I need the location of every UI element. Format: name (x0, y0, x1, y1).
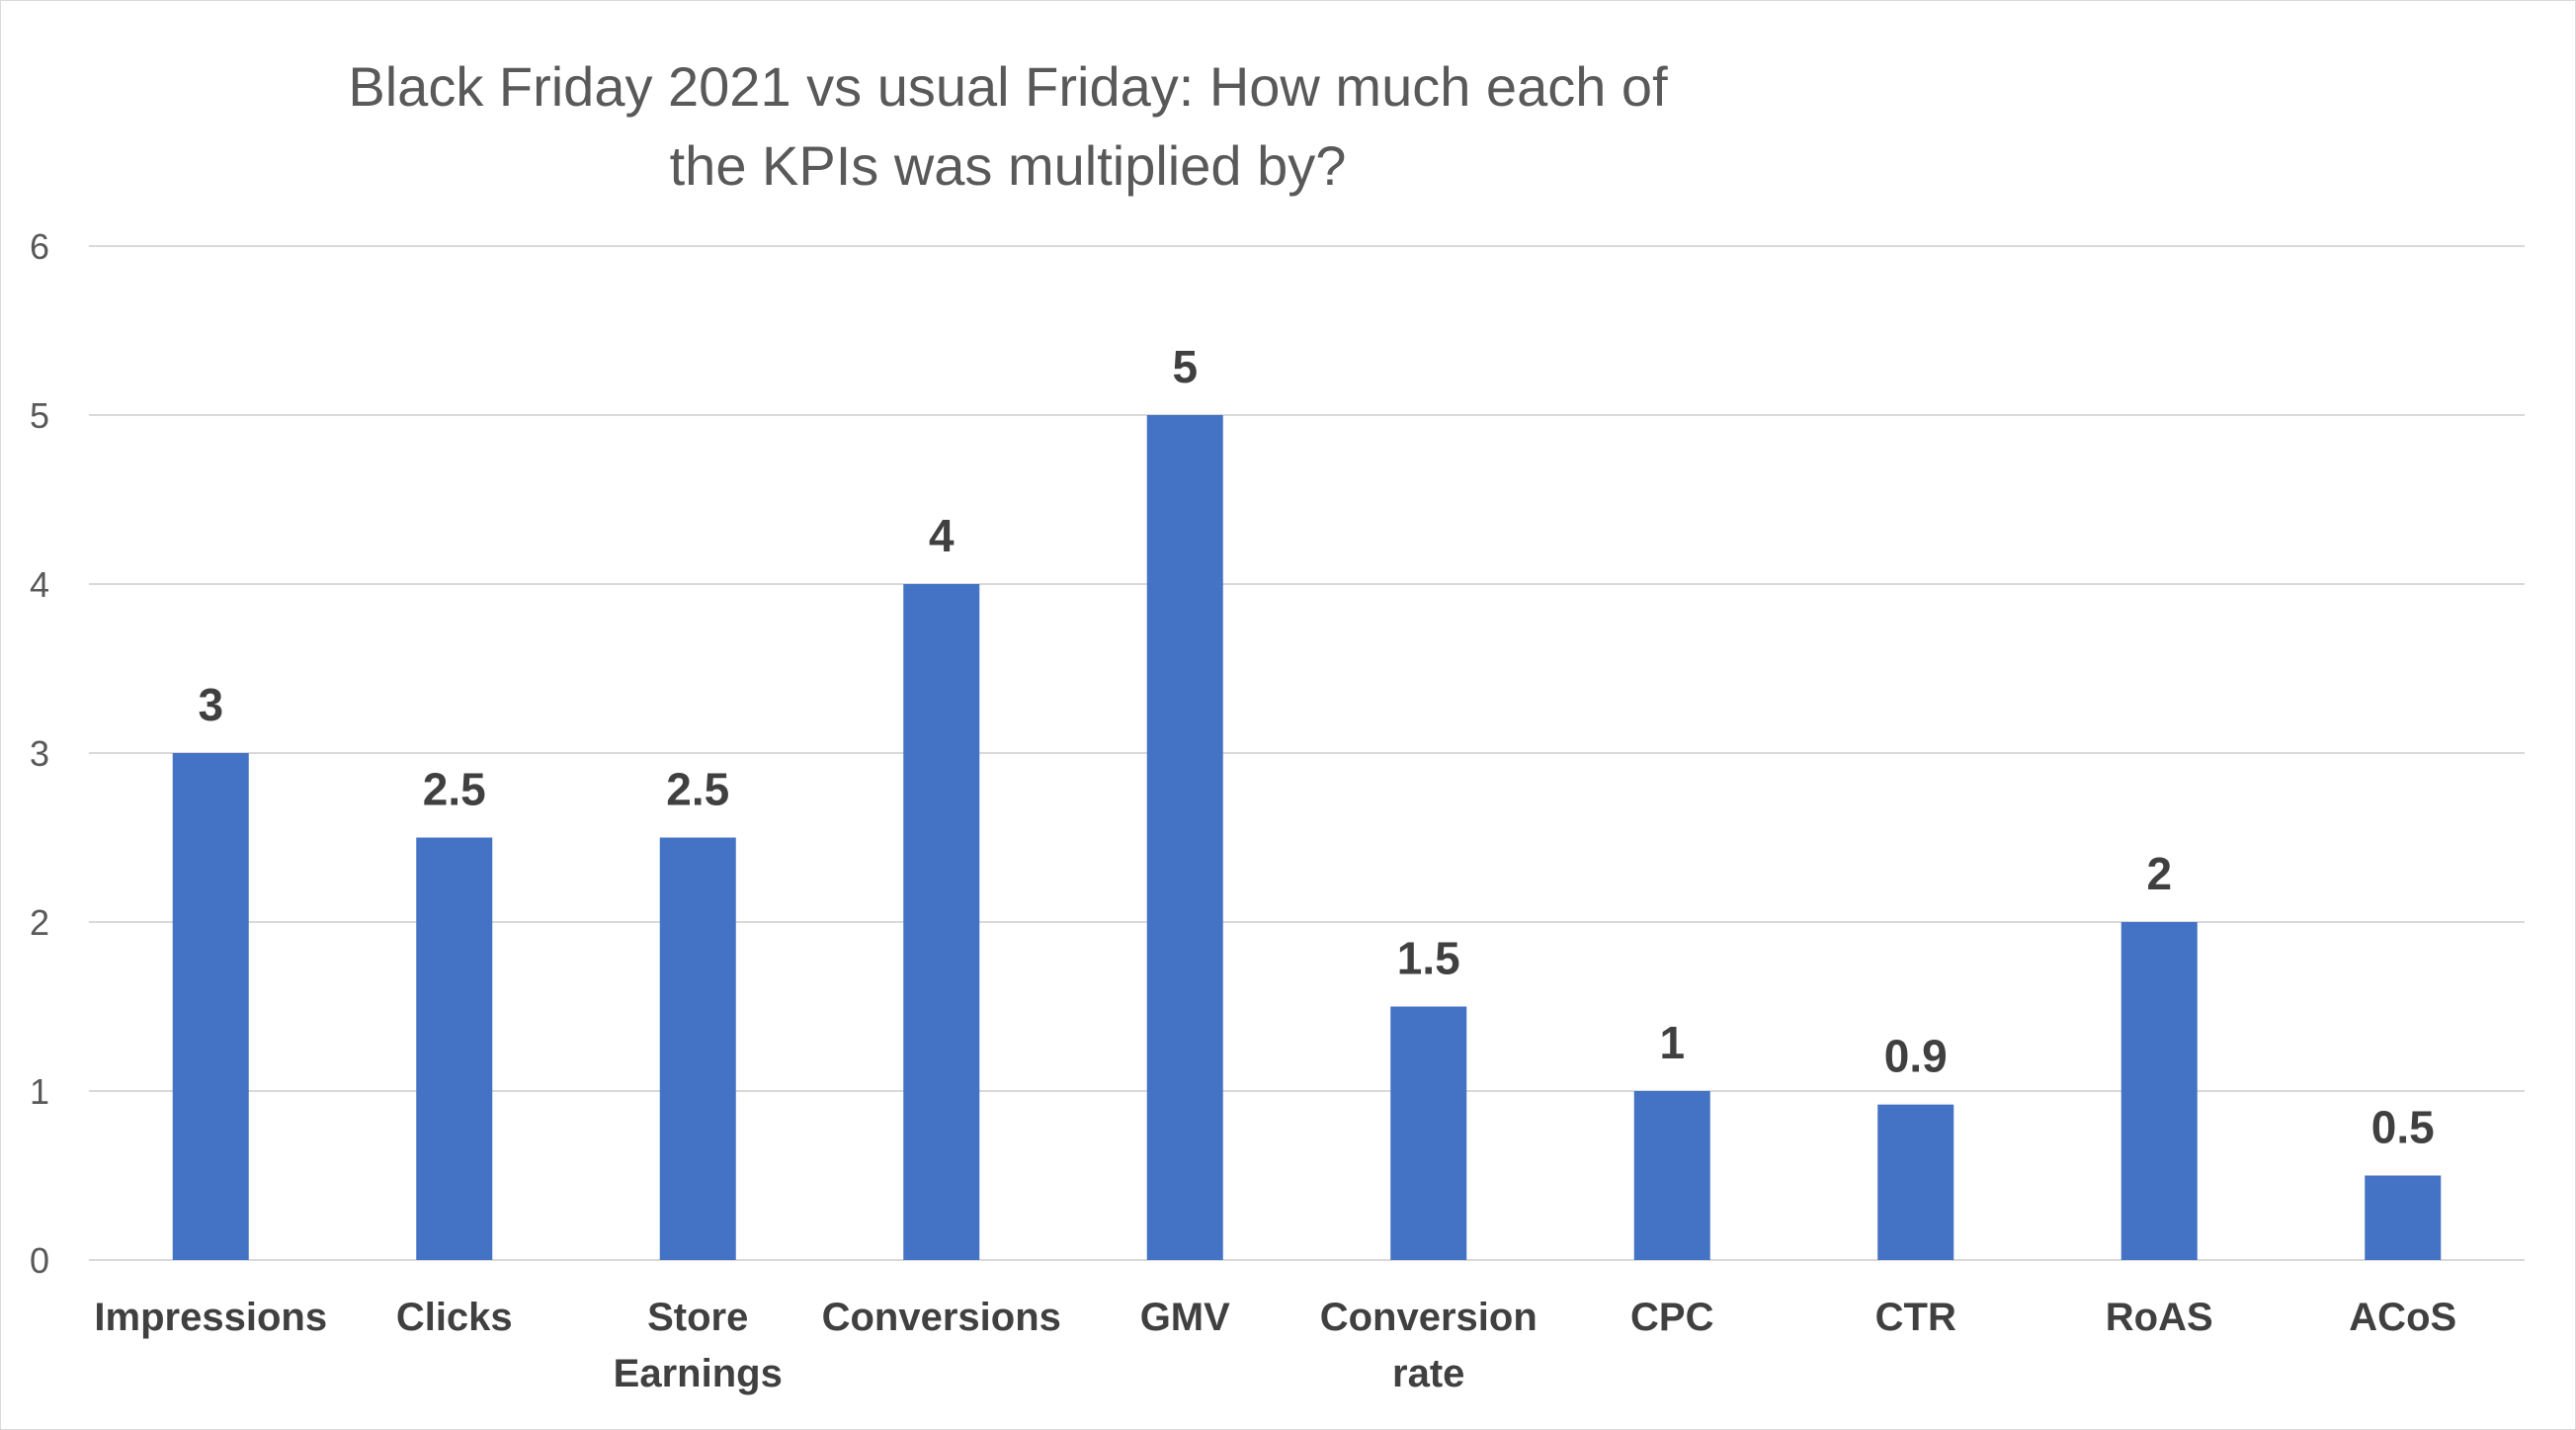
data-label: 3 (198, 679, 223, 730)
category-label: GMV (1140, 1296, 1230, 1339)
chart-title: Black Friday 2021 vs usual Friday: How m… (348, 55, 1668, 197)
category-label: CTR (1875, 1296, 1956, 1339)
bar-cpc (1633, 1091, 1710, 1260)
category-label: ACoS (2349, 1296, 2456, 1339)
data-label: 2 (2146, 848, 2172, 899)
bar-conversions (903, 584, 980, 1260)
y-tick-label: 0 (30, 1240, 49, 1281)
data-labels: 3 2.5 2.5 4 5 1.5 1 0.9 2 0.5 (198, 341, 2434, 1153)
data-label: 4 (929, 510, 955, 561)
y-tick-label: 2 (30, 902, 49, 943)
category-label: Earnings (614, 1352, 783, 1395)
bar-clicks (416, 837, 493, 1260)
y-axis-ticks: 0 1 2 3 4 5 6 (30, 226, 49, 1281)
bar-impressions (172, 753, 249, 1260)
bar-roas (2120, 922, 2198, 1260)
data-label: 2.5 (666, 764, 729, 815)
y-tick-label: 1 (30, 1071, 49, 1112)
category-label: Conversions (822, 1296, 1061, 1339)
bar-ctr (1877, 1104, 1954, 1260)
category-label: Impressions (94, 1296, 327, 1339)
bars (172, 415, 2442, 1260)
data-label: 1.5 (1397, 933, 1460, 984)
data-label: 2.5 (423, 764, 486, 815)
y-tick-label: 4 (30, 564, 49, 605)
bar-acos (2365, 1175, 2442, 1260)
y-tick-label: 5 (30, 395, 49, 436)
data-label: 1 (1659, 1017, 1685, 1068)
data-label: 5 (1172, 341, 1198, 392)
bar-conversion-rate (1390, 1006, 1467, 1260)
category-label: Store (647, 1296, 748, 1339)
category-label: Clicks (396, 1296, 513, 1339)
category-label: CPC (1630, 1296, 1713, 1339)
y-tick-label: 3 (30, 733, 49, 774)
category-label: rate (1392, 1352, 1464, 1395)
data-label: 0.5 (2371, 1102, 2435, 1153)
category-label: RoAS (2106, 1296, 2213, 1339)
bar-store-earnings (659, 837, 736, 1260)
y-tick-label: 6 (30, 226, 49, 267)
x-axis-categories: Impressions Clicks Store Earnings Conversion… (94, 1296, 2456, 1395)
bar-gmv (1146, 415, 1223, 1260)
gridlines (89, 245, 2525, 1261)
data-label: 0.9 (1884, 1031, 1948, 1082)
category-label: Conversion (1320, 1296, 1537, 1339)
